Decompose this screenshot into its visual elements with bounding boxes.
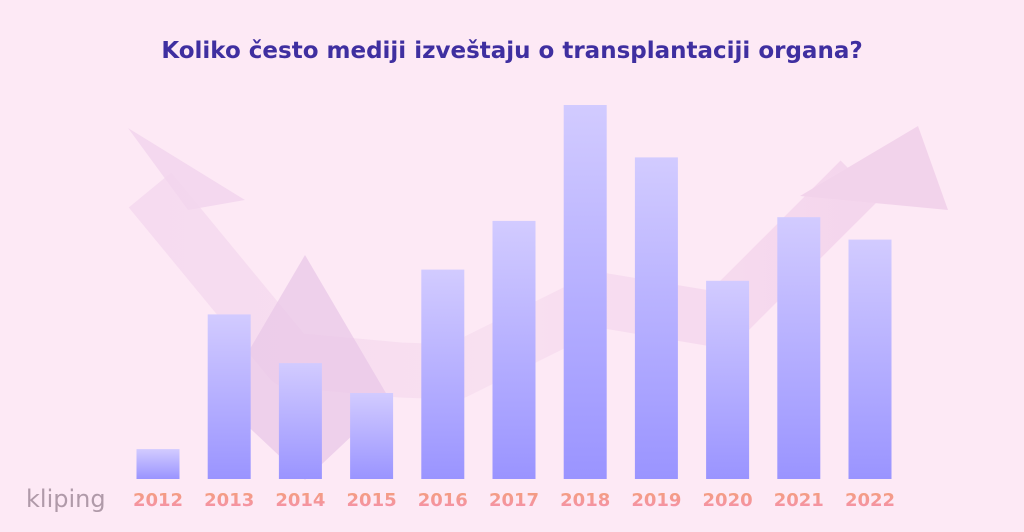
right-arrow-head-decoration	[800, 126, 948, 210]
bar-2017	[492, 220, 536, 479]
x-axis-ticks: 2012 2013 2014 2015 2016 2017 2018 2019 2020 2021…	[133, 490, 895, 511]
x-tick-label-2015: 2015	[347, 490, 397, 511]
x-tick-label-2016: 2016	[418, 490, 468, 511]
x-tick-label-2018: 2018	[560, 490, 610, 511]
bar-2021	[777, 217, 821, 479]
bar-2019	[634, 157, 678, 479]
left-arrow-head-decoration	[128, 128, 245, 210]
bar-2018	[563, 105, 607, 479]
bars-group	[136, 105, 892, 479]
x-tick-label-2020: 2020	[703, 490, 753, 511]
logo-text: kliping	[26, 485, 106, 513]
background-decoration	[128, 126, 948, 480]
bar-2014	[278, 363, 322, 479]
bar-2020	[706, 280, 750, 479]
bar-2016	[421, 269, 465, 479]
x-tick-label-2013: 2013	[204, 490, 254, 511]
x-tick-label-2014: 2014	[275, 490, 325, 511]
chart-title: Koliko često mediji izveštaju o transpla…	[161, 38, 862, 64]
kliping-logo: kliping	[26, 485, 106, 513]
bar-2022	[848, 239, 892, 479]
x-tick-label-2021: 2021	[774, 490, 824, 511]
bar-2012	[136, 449, 180, 479]
x-tick-label-2017: 2017	[489, 490, 539, 511]
x-tick-label-2019: 2019	[631, 490, 681, 511]
x-tick-label-2022: 2022	[845, 490, 895, 511]
bar-2013	[207, 314, 251, 479]
x-tick-label-2012: 2012	[133, 490, 183, 511]
bar-2015	[350, 393, 394, 479]
